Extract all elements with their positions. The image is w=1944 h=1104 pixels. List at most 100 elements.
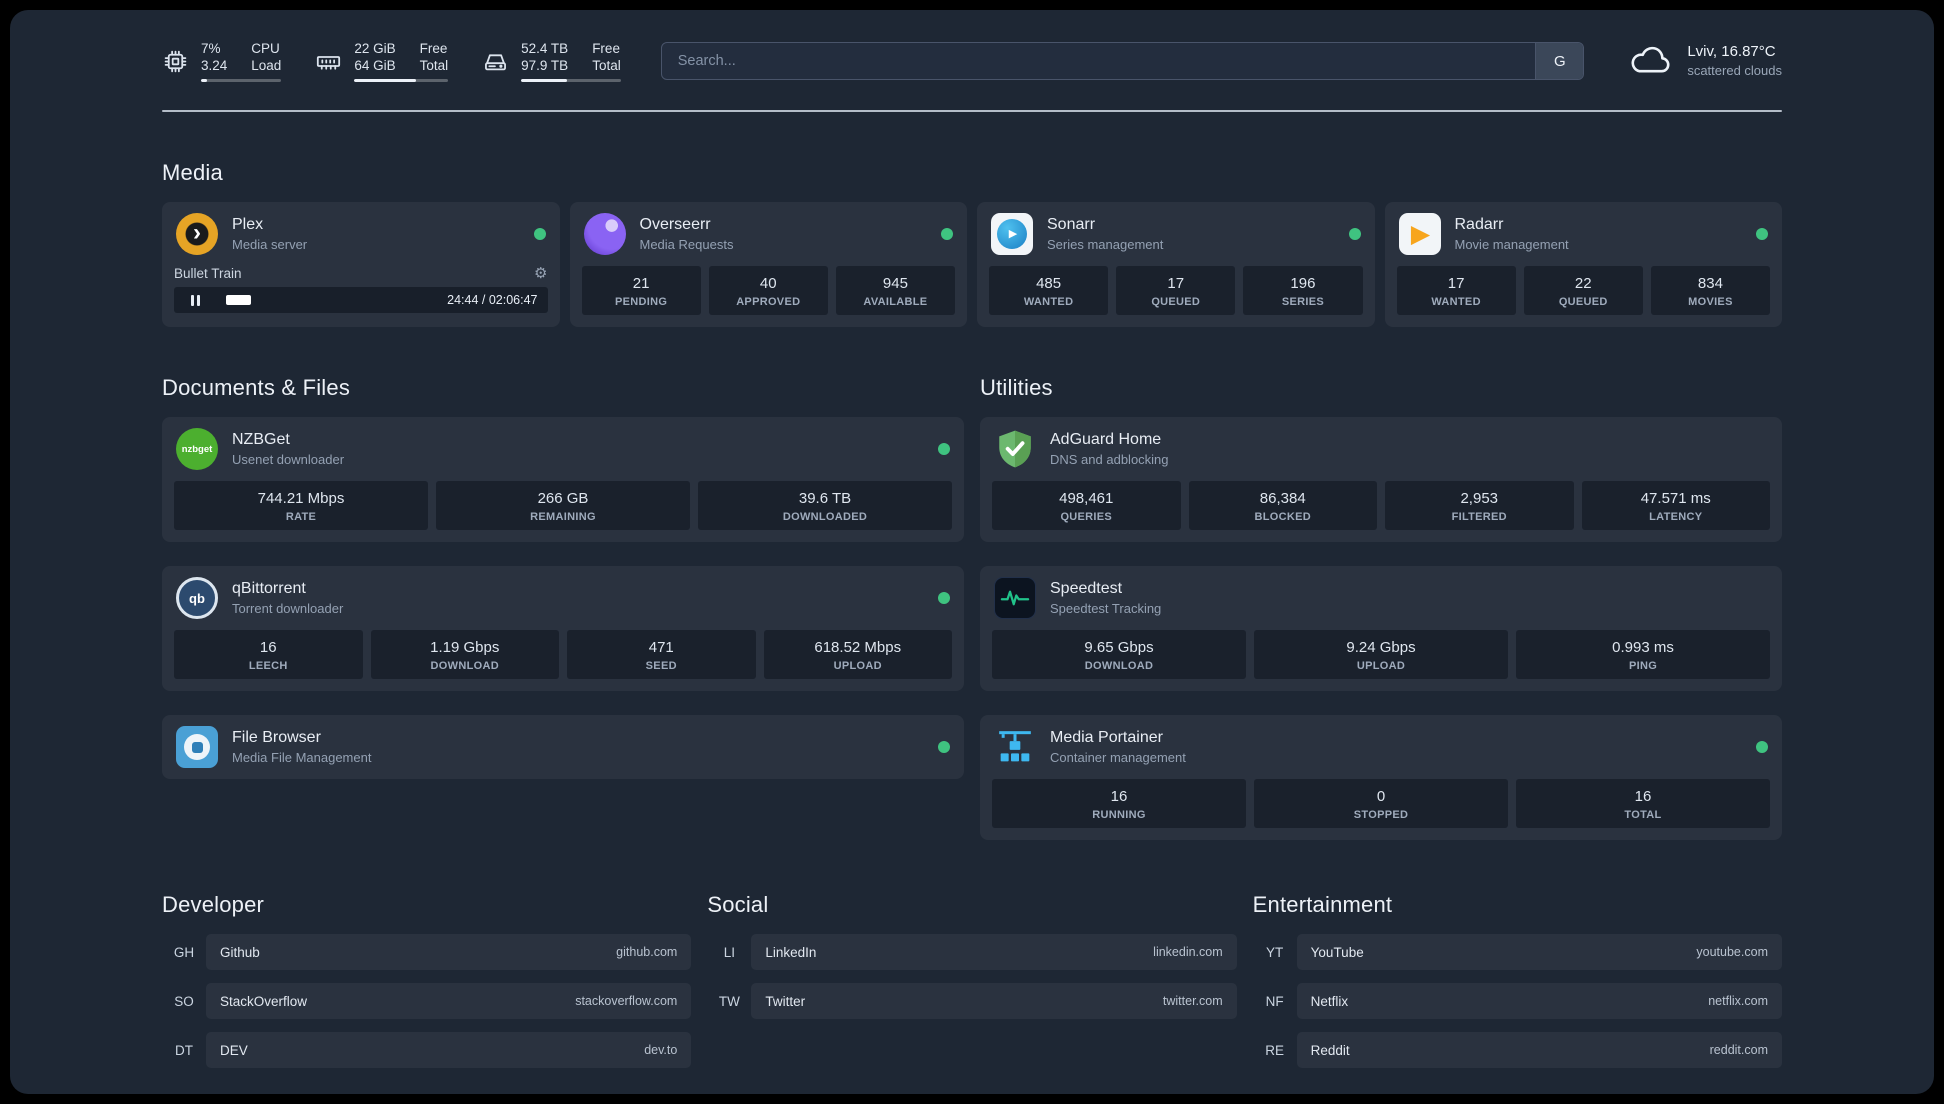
weather-text: Lviv, 16.87°C scattered clouds bbox=[1687, 42, 1782, 80]
bookmark-link[interactable]: DEV dev.to bbox=[206, 1032, 692, 1068]
filebrowser-icon bbox=[176, 726, 218, 768]
pause-button[interactable] bbox=[174, 287, 216, 313]
bookmark-link[interactable]: Reddit reddit.com bbox=[1296, 1032, 1782, 1068]
stat-label: STOPPED bbox=[1353, 809, 1409, 821]
stat-label: DOWNLOAD bbox=[1084, 660, 1154, 672]
search-input[interactable] bbox=[661, 43, 1536, 79]
service-card-qbittorrent: qb qBittorrent Torrent downloader 16 LEE… bbox=[162, 566, 964, 691]
overseerr-icon bbox=[583, 213, 626, 255]
cpu-widget: 7% 3.24 CPU Load bbox=[162, 40, 282, 82]
status-dot bbox=[1756, 741, 1768, 753]
utilities-stack: AdGuard Home DNS and adblocking 498,461 … bbox=[980, 417, 1782, 840]
service-stats: 498,461 QUERIES 86,384 BLOCKED 2,953 FIL… bbox=[980, 481, 1782, 542]
stat-label: LATENCY bbox=[1649, 511, 1703, 523]
dashboard: 7% 3.24 CPU Load bbox=[10, 10, 1934, 1094]
service-link-nzbget[interactable]: nzbget NZBGet Usenet downloader bbox=[162, 417, 964, 481]
stat-value: 16 bbox=[1110, 788, 1128, 805]
bookmark-abbr: YT bbox=[1266, 944, 1284, 960]
stat-label: WANTED bbox=[1431, 296, 1481, 308]
stat-value: 9.65 Gbps bbox=[1084, 639, 1154, 656]
stat-label: SEED bbox=[645, 660, 677, 672]
service-link-radarr[interactable]: ▶ Radarr Movie management bbox=[1385, 202, 1783, 266]
qbittorrent-icon: qb bbox=[176, 577, 218, 619]
status-dot bbox=[938, 443, 950, 455]
memory-icon bbox=[315, 48, 342, 75]
stat-tile: 17 WANTED bbox=[1396, 266, 1516, 315]
service-subtitle: Series management bbox=[1047, 237, 1164, 252]
service-link-speedtest[interactable]: Speedtest Speedtest Tracking bbox=[980, 566, 1782, 630]
topbar-divider bbox=[162, 110, 1782, 112]
bookmark-link[interactable]: Github github.com bbox=[206, 934, 692, 970]
service-subtitle: Container management bbox=[1050, 750, 1186, 765]
bookmark-domain: netflix.com bbox=[1708, 994, 1768, 1008]
service-name: Plex bbox=[232, 216, 264, 233]
stat-tile: 40 APPROVED bbox=[708, 266, 828, 315]
service-subtitle: Torrent downloader bbox=[232, 601, 344, 616]
weather-location: Lviv, 16.87°C bbox=[1687, 43, 1776, 60]
service-link-sonarr[interactable]: ▶ Sonarr Series management bbox=[977, 202, 1375, 266]
service-info: AdGuard Home DNS and adblocking bbox=[1050, 430, 1169, 468]
bookmark-abbr: NF bbox=[1265, 993, 1284, 1009]
service-card-nzbget: nzbget NZBGet Usenet downloader 744.21 M… bbox=[162, 417, 964, 542]
cpu-icon bbox=[162, 48, 189, 75]
stat-label: REMAINING bbox=[530, 511, 596, 523]
service-name: Sonarr bbox=[1047, 216, 1096, 233]
stat-tile: 834 MOVIES bbox=[1650, 266, 1771, 315]
stat-label: QUEUED bbox=[1151, 296, 1201, 308]
stat-tile: 16 RUNNING bbox=[992, 779, 1246, 828]
bookmark-abbr: LI bbox=[723, 944, 735, 960]
stat-tile: 485 WANTED bbox=[989, 266, 1109, 315]
memory-readout: 22 GiB 64 GiB Free Total bbox=[354, 40, 449, 82]
section-media: Media › Plex Media server Bullet Train bbox=[162, 160, 1782, 327]
disk-icon bbox=[482, 48, 509, 75]
bookmark-github: GH Github github.com bbox=[162, 934, 692, 970]
service-link-adguard[interactable]: AdGuard Home DNS and adblocking bbox=[980, 417, 1782, 481]
service-subtitle: Speedtest Tracking bbox=[1050, 601, 1162, 616]
playback-progress[interactable] bbox=[226, 295, 437, 305]
service-subtitle: Media Requests bbox=[639, 237, 734, 252]
radarr-arrow: ▶ bbox=[1410, 219, 1431, 248]
stat-value: 945 bbox=[882, 275, 908, 292]
section-title-media: Media bbox=[162, 160, 223, 185]
stat-value: 47.571 ms bbox=[1640, 490, 1711, 507]
bookmark-link[interactable]: StackOverflow stackoverflow.com bbox=[206, 983, 692, 1019]
bookmark-link[interactable]: Twitter twitter.com bbox=[751, 983, 1237, 1019]
cpu-label: CPU bbox=[251, 41, 280, 56]
service-stats: 485 WANTED 17 QUEUED 196 SERIES bbox=[977, 266, 1375, 327]
bookmark-abbr: RE bbox=[1265, 1042, 1285, 1058]
bookmark-domain: reddit.com bbox=[1709, 1043, 1768, 1057]
bookmark-link[interactable]: YouTube youtube.com bbox=[1296, 934, 1782, 970]
stat-label: PENDING bbox=[614, 296, 668, 308]
settings-gear-icon[interactable]: ⚙ bbox=[534, 265, 548, 282]
disk-total-label: Total bbox=[592, 58, 621, 73]
bookmark-name: DEV bbox=[220, 1042, 248, 1058]
bookmark-link[interactable]: Netflix netflix.com bbox=[1296, 983, 1782, 1019]
bookmark-group-title: Social bbox=[707, 892, 769, 917]
bookmark-domain: linkedin.com bbox=[1153, 945, 1223, 959]
stat-value: 2,953 bbox=[1460, 490, 1499, 507]
stat-label: BLOCKED bbox=[1254, 511, 1311, 523]
stat-value: 618.52 Mbps bbox=[814, 639, 902, 656]
sonarr-icon: ▶ bbox=[991, 213, 1033, 255]
search-provider-button[interactable]: G bbox=[1535, 43, 1584, 79]
service-link-overseerr[interactable]: Overseerr Media Requests bbox=[570, 202, 968, 266]
memory-widget: 22 GiB 64 GiB Free Total bbox=[315, 40, 449, 82]
cpu-percent: 7% bbox=[201, 41, 221, 56]
service-link-portainer[interactable]: Media Portainer Container management bbox=[980, 715, 1782, 779]
stat-value: 834 bbox=[1697, 275, 1723, 292]
stat-value: 0.993 ms bbox=[1612, 639, 1674, 656]
plex-chevron: › bbox=[193, 218, 201, 246]
filebrowser-circle bbox=[184, 734, 210, 760]
stat-tile: 498,461 QUERIES bbox=[992, 481, 1181, 530]
service-link-filebrowser[interactable]: File Browser Media File Management bbox=[162, 715, 964, 779]
stat-value: 266 GB bbox=[537, 490, 589, 507]
bookmark-abbr: DT bbox=[175, 1042, 193, 1058]
weather-condition: scattered clouds bbox=[1687, 63, 1782, 78]
service-link-plex[interactable]: › Plex Media server bbox=[162, 202, 560, 266]
cpu-load-label: Load bbox=[251, 58, 282, 73]
bookmark-link[interactable]: LinkedIn linkedin.com bbox=[751, 934, 1237, 970]
bookmark-group-title: Developer bbox=[162, 892, 265, 917]
service-link-qbittorrent[interactable]: qb qBittorrent Torrent downloader bbox=[162, 566, 964, 630]
service-subtitle: Media File Management bbox=[232, 750, 372, 765]
playback-progress-fill bbox=[226, 295, 252, 305]
